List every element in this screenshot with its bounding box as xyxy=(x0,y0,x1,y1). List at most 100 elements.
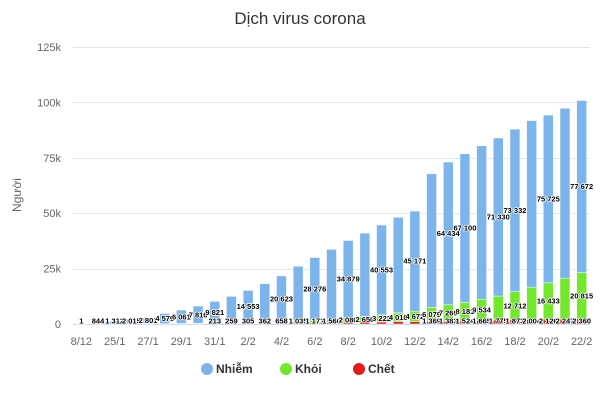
data-label-chet-26: 1 873 xyxy=(506,317,525,326)
x-tick-label-18: 10/2 xyxy=(371,336,392,348)
data-label-khoi-17: 2 650 xyxy=(355,315,374,324)
legend-item-nhiem[interactable]: Nhiễm xyxy=(201,361,253,376)
data-label-nhiem-30: 77 672 xyxy=(570,182,593,191)
x-tick-label-6: 29/1 xyxy=(171,336,192,348)
bar-nhiem-24[interactable] xyxy=(476,145,487,300)
legend-marker-nhiem xyxy=(201,363,213,375)
legend-item-chet[interactable]: Chết xyxy=(353,362,395,376)
bar-nhiem-11[interactable] xyxy=(259,283,271,323)
bar-nhiem-14[interactable] xyxy=(309,257,321,321)
data-label-chet-11: 362 xyxy=(259,317,272,326)
data-label-khoi-18: 3 222 xyxy=(372,314,391,323)
data-label-chet-25: 1 775 xyxy=(489,317,508,326)
data-label-nhiem-14: 28 276 xyxy=(303,284,326,293)
legend-item-khoi[interactable]: Khỏi xyxy=(280,362,322,376)
bar-nhiem-18[interactable] xyxy=(376,224,387,316)
bar-nhiem-27[interactable] xyxy=(526,120,537,288)
x-tick-label-10: 2/2 xyxy=(240,336,255,348)
bar-nhiem-25[interactable] xyxy=(493,137,504,297)
data-label-chet-24: 1 665 xyxy=(472,317,491,326)
bar-nhiem-20[interactable] xyxy=(409,210,421,312)
bar-nhiem-1[interactable] xyxy=(92,321,104,325)
x-tick-label-20: 12/2 xyxy=(404,336,425,348)
data-label-nhiem-28: 75 725 xyxy=(537,195,560,204)
data-label-nhiem-5: 4 579 xyxy=(155,314,174,323)
bar-nhiem-17[interactable] xyxy=(359,232,371,317)
data-label-chet-30: 2 360 xyxy=(572,317,591,326)
data-label-nhiem-6: 6 061 xyxy=(172,312,191,321)
bar-nhiem-28[interactable] xyxy=(543,114,554,284)
bar-khoi-29[interactable] xyxy=(559,277,571,320)
data-label-chet-23: 1 524 xyxy=(456,317,476,326)
bar-nhiem-9[interactable] xyxy=(226,296,237,324)
bar-chet-20[interactable] xyxy=(409,321,421,325)
bar-nhiem-10[interactable] xyxy=(242,290,254,323)
bar-nhiem-13[interactable] xyxy=(292,265,304,321)
bar-nhiem-22[interactable] xyxy=(442,161,454,306)
x-tick-label-8: 31/1 xyxy=(204,336,225,348)
y-tick-label-3: 75k xyxy=(43,153,61,165)
bar-khoi-27[interactable] xyxy=(526,286,537,320)
data-label-khoi-14: 1 171 xyxy=(305,317,324,326)
data-label-nhiem-25: 71 330 xyxy=(487,213,510,222)
data-label-nhiem-22: 64 434 xyxy=(437,229,461,238)
y-tick-label-1: 25k xyxy=(43,264,61,276)
data-label-nhiem-8: 9 821 xyxy=(205,308,224,317)
data-label-nhiem-4: 2 801 xyxy=(139,316,158,325)
bar-chet-19[interactable] xyxy=(392,321,404,325)
bar-nhiem-7[interactable] xyxy=(192,305,204,324)
bar-nhiem-15[interactable] xyxy=(326,249,337,320)
bar-nhiem-4[interactable] xyxy=(142,317,154,324)
bar-nhiem-30[interactable] xyxy=(576,100,587,273)
data-label-khoi-22: 7 269 xyxy=(439,308,458,317)
data-label-chet-8: 213 xyxy=(209,317,222,326)
data-label-chet-9: 259 xyxy=(225,317,238,326)
data-label-chet-28: 2 126 xyxy=(539,317,558,326)
bar-nhiem-3[interactable] xyxy=(126,319,137,325)
bar-nhiem-23[interactable] xyxy=(459,153,471,303)
data-label-khoi-15: 1 560 xyxy=(322,316,341,325)
bar-nhiem-2[interactable] xyxy=(109,320,120,325)
data-label-khoi-20: 4 672 xyxy=(405,312,424,321)
bar-nhiem-21[interactable] xyxy=(426,173,437,308)
bar-nhiem-29[interactable] xyxy=(559,107,571,279)
data-label-chet-10: 305 xyxy=(242,317,255,326)
data-label-khoi-13: 1 035 xyxy=(289,317,308,326)
data-label-nhiem-12: 20 623 xyxy=(270,294,293,303)
data-label-nhiem-26: 73 332 xyxy=(503,206,526,215)
legend: Nhiễm Khỏi Chết xyxy=(201,361,395,376)
bar-nhiem-26[interactable] xyxy=(509,128,521,292)
bar-nhiem-6[interactable] xyxy=(176,309,187,324)
x-tick-label-22: 14/2 xyxy=(438,336,459,348)
x-tick-label-16: 8/2 xyxy=(341,336,356,348)
data-label-nhiem-20: 45 171 xyxy=(403,257,426,266)
bar-nhiem-12[interactable] xyxy=(276,275,287,322)
y-tick-label-5: 125k xyxy=(37,42,61,54)
data-label-khoi-30: 20 815 xyxy=(570,291,593,300)
y-tick-label-4: 100k xyxy=(37,97,61,109)
chart-title: Dịch virus corona xyxy=(234,9,366,28)
data-label-chet-22: 1 383 xyxy=(439,317,458,326)
data-label-nhiem-23: 67 100 xyxy=(453,224,476,233)
bar-nhiem-16[interactable] xyxy=(342,240,354,319)
data-label-nhiem-3: 2 015 xyxy=(122,317,141,326)
legend-marker-khoi xyxy=(280,363,292,375)
data-label-khoi-21: 6 079 xyxy=(422,310,441,319)
bar-nhiem-19[interactable] xyxy=(392,217,404,314)
stacked-bars xyxy=(76,100,587,325)
x-tick-label-0: 8/12 xyxy=(71,336,92,348)
data-label-khoi-12: 658 xyxy=(275,317,288,326)
x-tick-labels: 8/12 25/1 27/1 29/1 31/1 2/2 4/2 6/2 8/2 10/2 12/2… xyxy=(71,336,593,348)
x-tick-label-26: 18/2 xyxy=(504,336,525,348)
y-tick-label-2: 50k xyxy=(43,208,61,220)
data-label-khoi-24: 9 534 xyxy=(472,305,492,314)
x-tick-label-24: 16/2 xyxy=(471,336,492,348)
data-label-nhiem-18: 40 553 xyxy=(370,266,393,275)
data-label-chet-21: 1 369 xyxy=(422,317,441,326)
bar-nhiem-5[interactable] xyxy=(159,313,170,324)
y-tick-labels: 0 25k 50k 75k 100k 125k xyxy=(37,42,61,331)
bar-nhiem-8[interactable] xyxy=(209,301,221,324)
